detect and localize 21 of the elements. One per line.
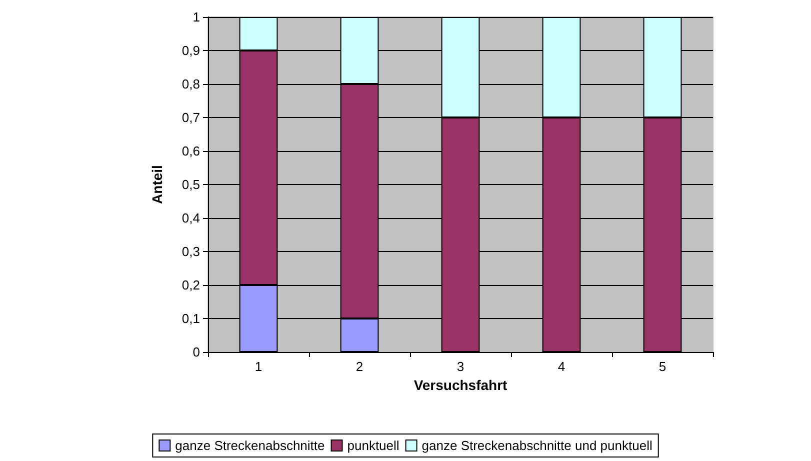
- x-tick-label: 5: [658, 359, 666, 374]
- y-tick-label: 0,9: [182, 43, 200, 58]
- x-axis-title: Versuchsfahrt: [414, 376, 508, 393]
- y-tick-label: 0,5: [182, 177, 200, 192]
- y-tick-label: 0: [192, 344, 200, 360]
- x-tick-label: 2: [356, 359, 364, 374]
- y-axis-title: Anteil: [149, 165, 165, 204]
- x-tick-label: 1: [254, 359, 262, 374]
- y-tick-label: 0,8: [182, 76, 200, 92]
- x-tick-label: 3: [456, 359, 464, 374]
- y-tick-label: 0,2: [182, 278, 200, 292]
- legend-label: ganze Streckenabschnitte: [175, 438, 325, 453]
- legend-label: ganze Streckenabschnitte und punktuell: [422, 438, 652, 453]
- y-tick-label: 0,4: [182, 210, 200, 226]
- legend-label: punktuell: [347, 438, 400, 453]
- y-tick-label: 1: [192, 10, 200, 24]
- y-tick-label: 0,1: [182, 311, 200, 326]
- y-tick-label: 0,7: [182, 110, 200, 125]
- x-tick-label: 4: [558, 359, 566, 374]
- y-tick-label: 0,6: [182, 144, 200, 158]
- y-tick-label: 0,3: [182, 244, 200, 259]
